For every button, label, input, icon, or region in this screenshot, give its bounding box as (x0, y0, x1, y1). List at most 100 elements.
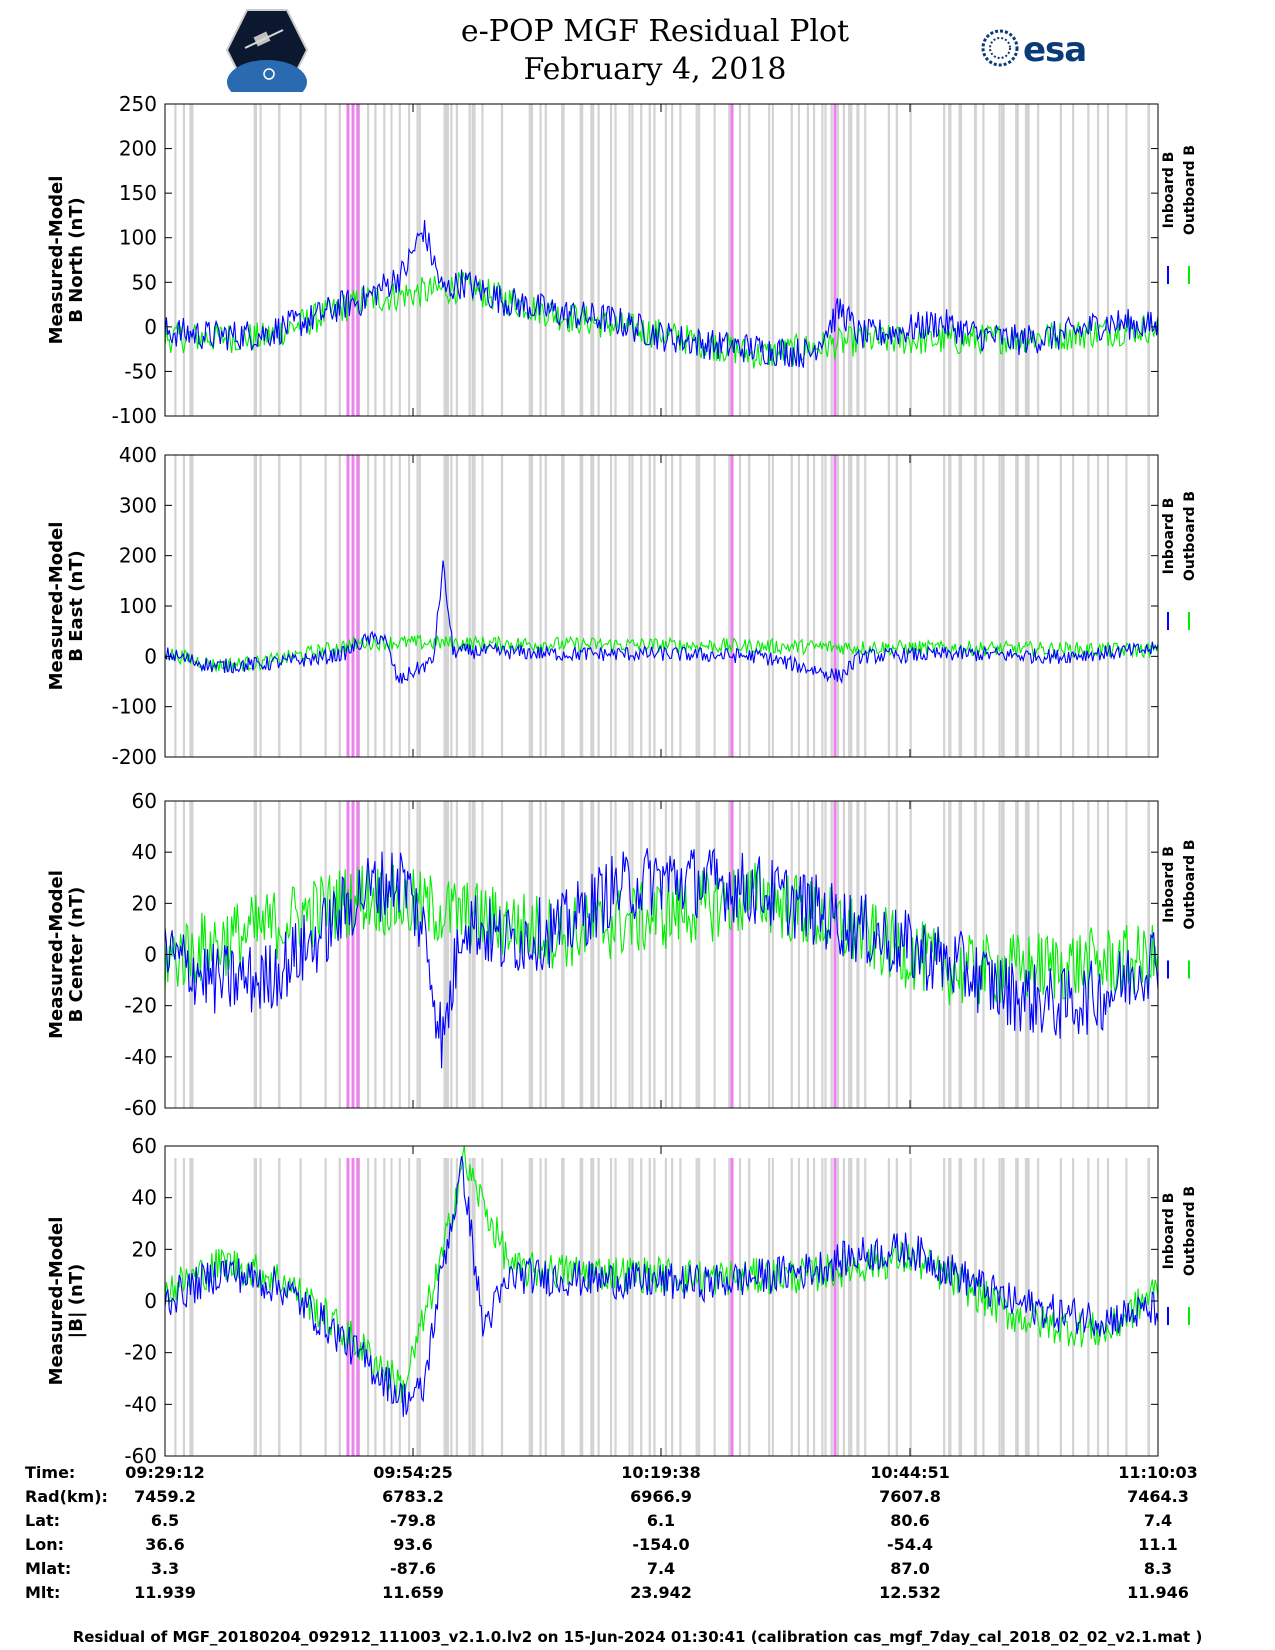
orbit-info-value: -154.0 (632, 1535, 690, 1554)
legend-label-inboard: Inboard B (1161, 1193, 1177, 1270)
orbit-info-row: Lon: 36.6 93.6 -154.0 -54.4 11.1 (0, 1535, 1275, 1557)
y-tick-label: 0 (144, 1289, 157, 1313)
y-axis-label: |B| (nT) (66, 1264, 87, 1339)
y-tick-label: -100 (112, 695, 157, 719)
y-tick-label: 300 (119, 493, 157, 517)
footer-caption: Residual of MGF_20180204_092912_111003_v… (72, 1628, 1203, 1646)
orbit-info-label: Rad(km): (25, 1487, 108, 1506)
orbit-info-label: Mlat: (25, 1559, 72, 1578)
y-axis-label: B Center (nT) (66, 887, 87, 1023)
orbit-info-value: 6.1 (646, 1511, 676, 1530)
orbit-info-value: 10:19:38 (621, 1463, 701, 1482)
y-tick-label: 0 (144, 943, 157, 967)
orbit-info-value: 80.6 (890, 1511, 930, 1530)
plot-frame (164, 103, 1159, 417)
series-line-inboard (164, 219, 1159, 368)
y-tick-label: 400 (119, 443, 157, 467)
orbit-info-value: 7607.8 (879, 1487, 941, 1506)
orbit-info-value: 7.4 (646, 1559, 676, 1578)
chart-panel-center: 60 40 20 0 -20 -40 -60 Measured-Model B Center (… (46, 789, 1198, 1120)
y-tick-label: -20 (124, 1341, 157, 1365)
orbit-info-value: 6.5 (150, 1511, 180, 1530)
y-tick-label: -60 (124, 1096, 157, 1120)
orbit-info-value: 09:54:25 (373, 1463, 453, 1482)
esa-logo-text: esa (1023, 30, 1087, 70)
y-axis-label: Measured-Model (46, 522, 67, 691)
y-tick-label: -200 (112, 745, 157, 769)
orbit-info-value: 93.6 (393, 1535, 433, 1554)
orbit-info-value: 12.532 (879, 1583, 941, 1602)
y-axis-label: Measured-Model (46, 870, 67, 1039)
orbit-info-label: Time: (25, 1463, 76, 1482)
y-tick-label: -100 (112, 404, 157, 428)
y-tick-label: 100 (119, 594, 157, 618)
series-line-inboard (164, 560, 1159, 685)
y-tick-label: 60 (132, 1134, 157, 1158)
y-axis-label: B East (nT) (66, 550, 87, 662)
orbit-info-value: -87.6 (389, 1559, 437, 1578)
cassiope-logo (225, 9, 309, 92)
y-tick-label: 60 (132, 789, 157, 813)
chart-panel-total: 60 40 20 0 -20 -40 -60 Measured-Model |B| (nT) In… (46, 1134, 1198, 1468)
y-axis-label: B North (nT) (66, 197, 87, 323)
legend-label-inboard: Inboard B (1161, 846, 1177, 923)
esa-logo-icon (981, 29, 1019, 67)
chart-subtitle: February 4, 2018 (523, 52, 787, 87)
y-tick-label: 100 (119, 226, 157, 250)
y-tick-label: -40 (124, 1392, 157, 1416)
orbit-info-value: 11.946 (1127, 1583, 1189, 1602)
orbit-info-row: Rad(km): 7459.2 6783.2 6966.9 7607.8 7464.3 (0, 1487, 1275, 1509)
orbit-info-value: 7459.2 (134, 1487, 196, 1506)
orbit-info-row: Lat: 6.5 -79.8 6.1 80.6 7.4 (0, 1511, 1275, 1533)
orbit-info-label: Lat: (25, 1511, 61, 1530)
legend-label-outboard: Outboard B (1182, 839, 1198, 929)
series-line-outboard (164, 1145, 1159, 1403)
chart-title: e-POP MGF Residual Plot (460, 14, 850, 49)
orbit-info-value: 09:29:12 (125, 1463, 205, 1482)
y-tick-label: 0 (144, 644, 157, 668)
orbit-info-row: Mlt: 11.939 11.659 23.942 12.532 11.946 (0, 1583, 1275, 1605)
y-axis-label: Measured-Model (46, 176, 67, 345)
orbit-info-value: 11.1 (1138, 1535, 1178, 1554)
orbit-info-value: 11.659 (382, 1583, 444, 1602)
orbit-info-value: 8.3 (1143, 1559, 1173, 1578)
orbit-info-value: -79.8 (389, 1511, 437, 1530)
orbit-info-value: 10:44:51 (870, 1463, 950, 1482)
legend-label-outboard: Outboard B (1182, 145, 1198, 235)
series-line-inboard (164, 847, 1159, 1069)
y-tick-label: 40 (132, 1186, 157, 1210)
legend-label-outboard: Outboard B (1182, 1186, 1198, 1276)
y-tick-label: -40 (124, 1045, 157, 1069)
orbit-info-label: Lon: (25, 1535, 64, 1554)
y-tick-label: -60 (124, 1444, 157, 1468)
orbit-info-value: 6966.9 (630, 1487, 692, 1506)
orbit-info-value: 11.939 (134, 1583, 196, 1602)
orbit-info-value: 7.4 (1143, 1511, 1173, 1530)
orbit-info-value: 87.0 (890, 1559, 930, 1578)
orbit-info-value: 6783.2 (382, 1487, 444, 1506)
y-tick-label: 20 (132, 891, 157, 915)
chart-panel-east: 400 300 200 100 0 -100 -200 Measured-Model B Eas… (46, 443, 1198, 769)
y-tick-label: 0 (144, 315, 157, 339)
y-tick-label: 200 (119, 137, 157, 161)
orbit-info-value: 3.3 (150, 1559, 180, 1578)
y-axis-label: Measured-Model (46, 1217, 67, 1386)
y-tick-label: 20 (132, 1237, 157, 1261)
legend-label-inboard: Inboard B (1161, 498, 1177, 575)
legend-label-inboard: Inboard B (1161, 152, 1177, 229)
orbit-info-value: 7464.3 (1127, 1487, 1189, 1506)
y-tick-label: 40 (132, 840, 157, 864)
orbit-info-row: Mlat: 3.3 -87.6 7.4 87.0 8.3 (0, 1559, 1275, 1581)
y-tick-label: 50 (132, 270, 157, 294)
legend-label-outboard: Outboard B (1182, 491, 1198, 581)
y-tick-label: 200 (119, 544, 157, 568)
series-line-inboard (164, 1156, 1159, 1417)
orbit-info-value: 36.6 (145, 1535, 185, 1554)
orbit-info-value: 23.942 (630, 1583, 692, 1602)
orbit-info-value: 11:10:03 (1118, 1463, 1198, 1482)
y-tick-label: -50 (124, 359, 157, 383)
y-tick-label: 150 (119, 181, 157, 205)
y-tick-label: 250 (119, 92, 157, 116)
orbit-info-row: Time: 09:29:12 09:54:25 10:19:38 10:44:51 11:… (0, 1463, 1275, 1485)
